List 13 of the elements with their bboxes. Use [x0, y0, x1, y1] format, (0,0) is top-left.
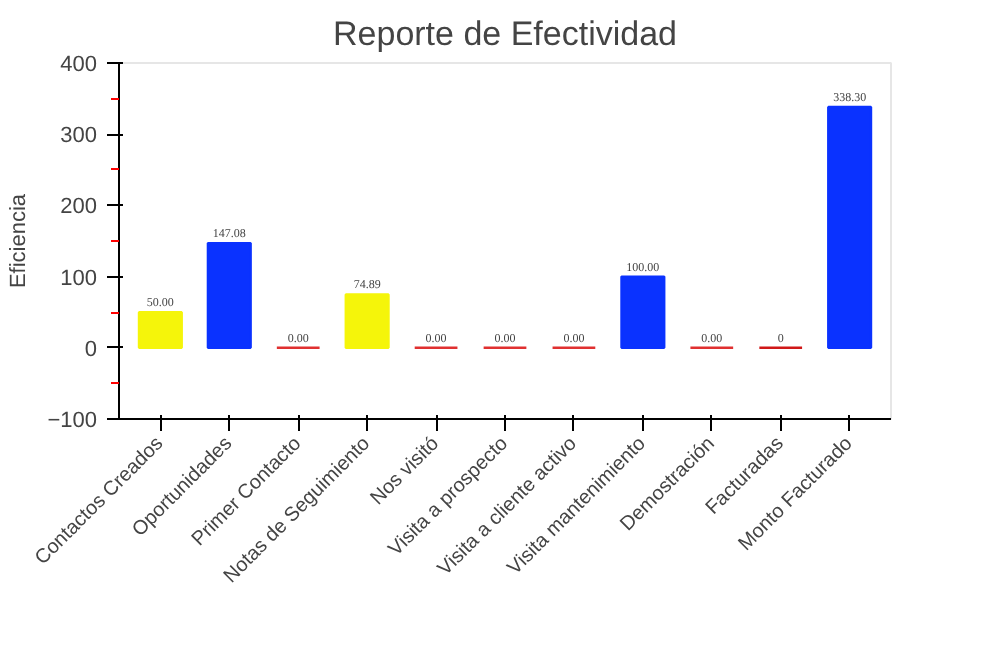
y-tick-label: 0: [84, 337, 98, 362]
y-tick-label: 300: [60, 124, 98, 149]
y-axis-title: Eficiencia: [7, 192, 32, 289]
y-tick-label: 200: [60, 195, 98, 220]
bar: [137, 311, 183, 349]
y-tick-label: 400: [60, 53, 98, 77]
bar: [620, 275, 666, 349]
bar: [206, 241, 252, 349]
bar: [344, 293, 390, 349]
y-tick-label: −100: [47, 409, 98, 433]
bar: [827, 105, 873, 349]
y-tick-label: 100: [60, 266, 98, 291]
chart-title: Reporte de Efectividad: [333, 15, 678, 53]
